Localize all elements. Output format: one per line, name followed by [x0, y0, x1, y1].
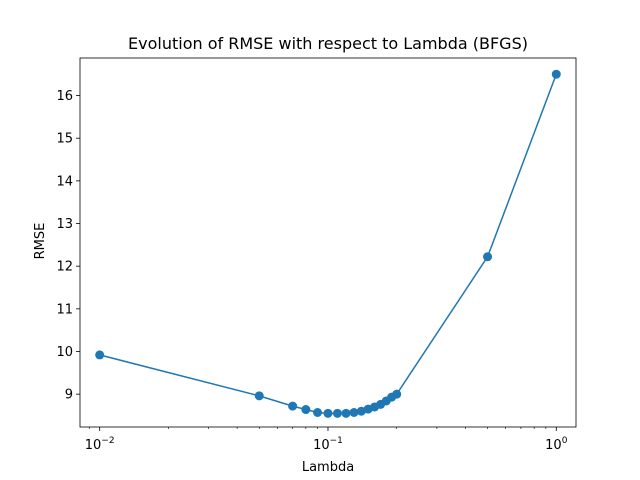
series-line [99, 73, 557, 415]
data-point [95, 350, 105, 360]
data-point [349, 407, 359, 417]
data-point [288, 401, 298, 411]
y-tick-label: 16 [56, 89, 73, 104]
y-tick-label: 9 [65, 388, 73, 403]
y-tick-label: 12 [56, 260, 73, 275]
y-tick-label: 10 [56, 345, 73, 360]
axes-frame [79, 57, 577, 428]
data-point [392, 389, 402, 399]
data-point [483, 252, 493, 262]
y-tick-label: 15 [56, 132, 73, 147]
data-point [301, 405, 311, 415]
x-tick-label: 100 [545, 436, 568, 453]
x-tick-label: 10−2 [85, 436, 115, 453]
y-tick-label: 14 [56, 174, 73, 189]
data-point [254, 391, 264, 401]
data-point [323, 408, 333, 418]
data-point [551, 69, 561, 79]
data-point [356, 406, 366, 416]
y-axis-label: RMSE [33, 223, 48, 260]
data-point [341, 408, 351, 418]
y-tick-label: 13 [56, 217, 73, 232]
x-tick-label: 10−1 [313, 436, 343, 453]
x-axis-label: Lambda [302, 460, 354, 475]
plot-area: 10−2 10−1 100 9 10 11 12 13 14 15 16 [56, 57, 577, 453]
data-point [313, 407, 323, 417]
chart-title: Evolution of RMSE with respect to Lambda… [128, 34, 528, 53]
data-point [332, 408, 342, 418]
y-tick-label: 11 [56, 302, 73, 317]
